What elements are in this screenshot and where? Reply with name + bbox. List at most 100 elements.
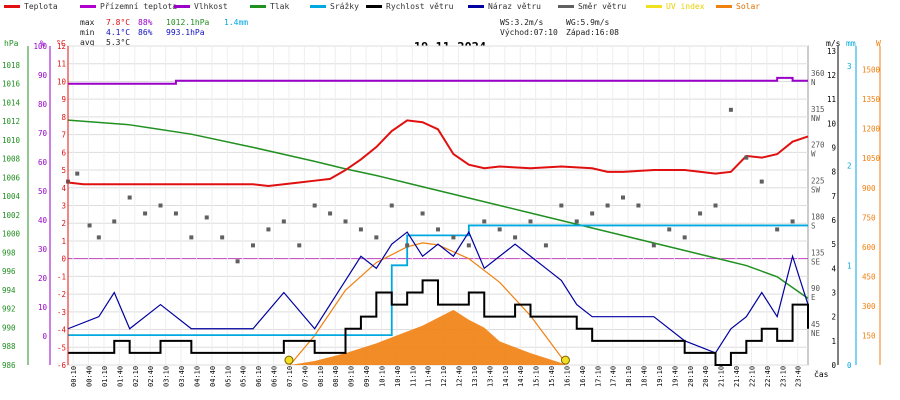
stats-max-precip: 1.4mm [224, 18, 249, 27]
wind-dir-point [189, 235, 194, 240]
x-tick-label: 16:10 [563, 366, 571, 387]
legend-swatch [558, 5, 574, 8]
axis-winddir-deg: 135 [811, 248, 825, 257]
legend-item-temperature[interactable]: Teplota [4, 2, 58, 11]
wind-dir-point [420, 211, 425, 216]
axis-pct-tick: 10 [38, 303, 48, 312]
wind-dir-point [590, 211, 595, 216]
axis-temp-tick: 4 [61, 184, 66, 193]
legend-swatch [468, 5, 484, 8]
legend-item-wind-speed[interactable]: Rychlost větru [366, 2, 453, 11]
wind-dir-points [66, 107, 795, 264]
x-tick-label: 07:40 [301, 366, 309, 387]
axis-winddir-deg: 180 [811, 212, 825, 221]
wind-dir-point [281, 219, 286, 224]
axis-hpa-unit: hPa [4, 39, 19, 48]
series-lines [67, 76, 809, 366]
stats-max-label: max [80, 18, 95, 27]
wind-dir-point [636, 203, 641, 208]
wind-dir-point [667, 227, 672, 232]
legend-item-solar[interactable]: Solar [716, 2, 760, 11]
x-tick-label: 10:40 [394, 366, 402, 387]
axis-w-tick: 1200 [862, 125, 881, 134]
axis-hpa-tick: 1018 [2, 61, 21, 70]
axis-hpa-tick: 1006 [2, 173, 21, 182]
solar-series [284, 242, 570, 366]
axis-hpa-tick: 1010 [2, 136, 21, 145]
legend-swatch [716, 5, 732, 8]
legend-item-uv[interactable]: UV index [646, 2, 705, 11]
axis-pct-tick: 90 [38, 71, 48, 80]
axis-winddir-dir: N [811, 78, 816, 87]
legend-label: Náraz větru [488, 2, 541, 11]
wind-dir-point [451, 235, 456, 240]
axis-temp-tick: 10 [57, 77, 67, 86]
x-tick-label: 20:10 [687, 366, 695, 387]
legend-item-pressure[interactable]: Tlak [250, 2, 289, 11]
axis-winddir-dir: NW [811, 114, 821, 123]
legend-item-wind-gust[interactable]: Náraz větru [468, 2, 541, 11]
x-tick-label: 03:40 [178, 366, 186, 387]
wind-dir-point [651, 243, 656, 248]
stats-max-press: 1012.1hPa [166, 18, 210, 27]
x-tick-label: 18:40 [641, 366, 649, 387]
axis-w-tick: 300 [862, 302, 876, 311]
axis-ms-tick: 13 [827, 47, 836, 56]
wind-dir-point [497, 227, 502, 232]
stats-min-hum: 86% [138, 28, 153, 37]
axis-pct-unit: % [40, 39, 45, 48]
axis-ms-tick: 5 [831, 240, 836, 249]
axis-w-tick: 150 [862, 331, 876, 340]
x-tick-label: 21:10 [718, 366, 726, 387]
legend-item-wind-dir[interactable]: Směr větru [558, 2, 626, 11]
wind-dir-point [759, 179, 764, 184]
x-tick-label: 02:40 [147, 366, 155, 387]
wind-dir-point [251, 243, 255, 248]
x-tick-label: 08:10 [317, 366, 325, 387]
axis-pct-tick: 20 [38, 274, 48, 283]
legend-item-precip[interactable]: Srážky [310, 2, 359, 11]
wind-dir-point [204, 215, 209, 220]
x-tick-label: 19:10 [656, 366, 664, 387]
wind-dir-point [389, 203, 394, 208]
x-tick-label: 00:40 [86, 366, 94, 387]
wind-dir-point [75, 171, 80, 176]
x-tick-label: 04:40 [209, 366, 217, 387]
axis-temp-tick: -5 [57, 343, 66, 352]
humidity-line [68, 76, 808, 85]
wind-sun-stats: WS:3.2m/s WG:5.9m/s Východ:07:10 Západ:16:… [500, 18, 619, 38]
wind-dir-point [744, 155, 749, 160]
legend-label: Rychlost větru [386, 2, 454, 11]
axis-winddir-deg: 360 [811, 69, 825, 78]
wind-dir-point [173, 211, 178, 216]
axis-winddir-dir: SE [811, 257, 821, 266]
x-tick-label: 21:40 [733, 366, 741, 387]
stats-wg: WG:5.9m/s [566, 18, 610, 27]
x-tick-label: 14:40 [517, 366, 525, 387]
axis-ms-unit: m/s [826, 39, 841, 48]
axis-ms-tick: 3 [831, 289, 836, 298]
axis-pct-tick: 0 [42, 332, 47, 341]
sunset-marker [560, 355, 570, 365]
axis-winddir-dir: S [811, 221, 816, 230]
temperature-line [67, 119, 809, 188]
x-tick-label: 22:40 [764, 366, 772, 387]
legend-swatch [646, 5, 662, 8]
grid [67, 45, 809, 366]
x-tick-label: 02:10 [132, 366, 140, 387]
x-tick-label: 22:10 [748, 366, 756, 387]
x-tick-label: 17:10 [594, 366, 602, 387]
wind-dir-point [698, 211, 703, 216]
legend-item-dewpoint[interactable]: Přízemní teplota [80, 2, 177, 11]
wind-dir-point [343, 219, 348, 224]
x-tick-label: 23:10 [779, 366, 787, 387]
axis-winddir-deg: 90 [811, 284, 821, 293]
wind-dir-point [328, 211, 333, 216]
axis-winddir-deg: 270 [811, 141, 825, 150]
wind-dir-point [358, 227, 363, 232]
axis-pct-tick: 30 [38, 245, 48, 254]
stats-sunset: Západ:16:08 [566, 28, 619, 37]
axis-hpa-tick: 996 [2, 267, 16, 276]
legend-item-humidity[interactable]: Vlhkost [174, 2, 228, 11]
x-tick-label: 16:40 [579, 366, 587, 387]
